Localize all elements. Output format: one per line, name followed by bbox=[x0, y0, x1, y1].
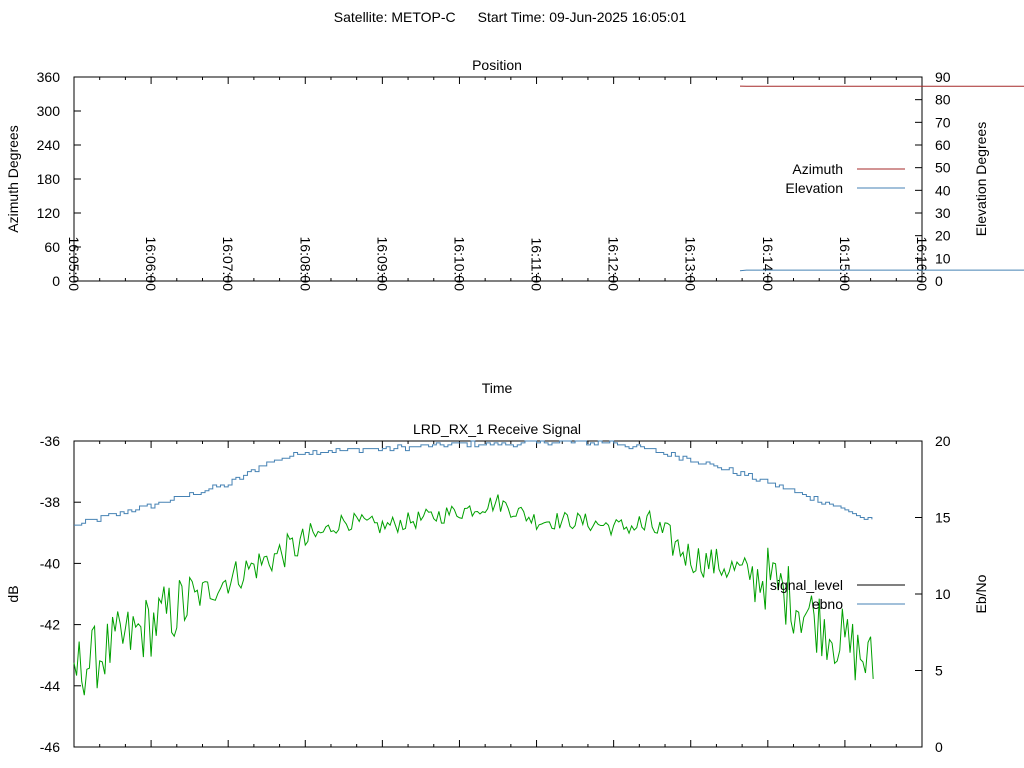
time-tick-label: 16:11:00 bbox=[529, 238, 545, 292]
elevation-tick-label: 0 bbox=[935, 273, 943, 289]
time-tick-label: 16:08:00 bbox=[297, 237, 313, 292]
elevation-tick-label: 50 bbox=[935, 160, 951, 176]
position-ticks: 0 60 120 180 240 300 360 0 10 20 30 40 50 60 70 80 90 16:… bbox=[37, 69, 951, 291]
legend-signal-level-label: signal_level bbox=[770, 577, 843, 593]
db-tick-label: -36 bbox=[40, 433, 60, 449]
time-tick-label: 16:14:00 bbox=[760, 237, 776, 292]
ebno-tick-label: 5 bbox=[935, 663, 943, 679]
ebno-tick-label: 0 bbox=[935, 739, 943, 755]
ebno-tick-label: 10 bbox=[935, 586, 951, 602]
satellite-label: Satellite: METOP-C bbox=[334, 9, 456, 25]
receive-signal-chart: LRD_RX_1 Receive Signal dB Eb/No -46-44-… bbox=[5, 421, 989, 755]
db-tick-label: -44 bbox=[40, 678, 60, 694]
elevation-tick-label: 60 bbox=[935, 137, 951, 153]
elevation-axis-label: Elevation Degrees bbox=[973, 122, 989, 236]
elevation-line bbox=[739, 269, 1024, 272]
ebno-line bbox=[74, 440, 873, 526]
db-tick-label: -42 bbox=[40, 617, 60, 633]
signal-level-line bbox=[73, 494, 874, 696]
elevation-tick-label: 40 bbox=[935, 182, 951, 198]
azimuth-tick-label: 60 bbox=[44, 239, 60, 255]
position-plot-frame bbox=[73, 76, 923, 282]
time-tick-label: 16:13:00 bbox=[683, 237, 699, 292]
time-tick-label: 16:10:00 bbox=[451, 237, 467, 292]
elevation-tick-label: 70 bbox=[935, 114, 951, 130]
position-legend: Azimuth Elevation bbox=[785, 161, 905, 196]
db-axis-label: dB bbox=[5, 585, 21, 602]
elevation-tick-label: 20 bbox=[935, 228, 951, 244]
elevation-tick-label: 80 bbox=[935, 92, 951, 108]
position-chart-title: Position bbox=[472, 57, 522, 73]
azimuth-axis-label: Azimuth Degrees bbox=[5, 125, 21, 232]
elevation-tick-label: 10 bbox=[935, 250, 951, 266]
time-tick-label: 16:12:00 bbox=[606, 237, 622, 292]
azimuth-tick-label: 120 bbox=[37, 205, 61, 221]
signal-ticks: -46 -44 -42 -40 -38 -36 0 5 10 15 20 bbox=[40, 433, 951, 755]
azimuth-tick-label: 0 bbox=[52, 273, 60, 289]
legend-azimuth-label: Azimuth bbox=[792, 161, 843, 177]
legend-elevation-label: Elevation bbox=[785, 180, 843, 196]
ebno-tick-label: 20 bbox=[935, 433, 951, 449]
db-tick-label: -38 bbox=[40, 494, 60, 510]
start-time-label: Start Time: 09-Jun-2025 16:05:01 bbox=[478, 9, 687, 25]
db-tick-label: -46 bbox=[40, 739, 60, 755]
azimuth-tick-label: 180 bbox=[37, 171, 61, 187]
time-tick-label: 16:09:00 bbox=[374, 237, 390, 292]
elevation-tick-label: 30 bbox=[935, 205, 951, 221]
time-tick-label: 16:06:00 bbox=[143, 237, 159, 292]
ebno-tick-label: 15 bbox=[935, 510, 951, 526]
azimuth-tick-label: 240 bbox=[37, 137, 61, 153]
time-tick-label: 16:16:00 bbox=[914, 237, 930, 292]
chart-header: Satellite: METOP-C Start Time: 09-Jun-202… bbox=[334, 9, 687, 25]
time-tick-label: 16:07:00 bbox=[220, 237, 236, 292]
signal-series bbox=[73, 440, 874, 696]
signal-legend: signal_level ebno bbox=[770, 577, 905, 612]
elevation-tick-label: 90 bbox=[935, 69, 951, 85]
legend-ebno-label: ebno bbox=[812, 596, 843, 612]
ebno-axis-label: Eb/No bbox=[973, 574, 989, 613]
azimuth-tick-label: 300 bbox=[37, 103, 61, 119]
position-chart: Position Azimuth Degrees Elevation Degre… bbox=[5, 57, 1024, 396]
time-tick-label: 16:15:00 bbox=[837, 237, 853, 292]
time-axis-label: Time bbox=[482, 380, 513, 396]
db-tick-label: -40 bbox=[40, 555, 60, 571]
azimuth-tick-label: 360 bbox=[37, 69, 61, 85]
signal-chart-title: LRD_RX_1 Receive Signal bbox=[413, 421, 581, 437]
time-tick-label: 16:05:00 bbox=[66, 237, 82, 292]
